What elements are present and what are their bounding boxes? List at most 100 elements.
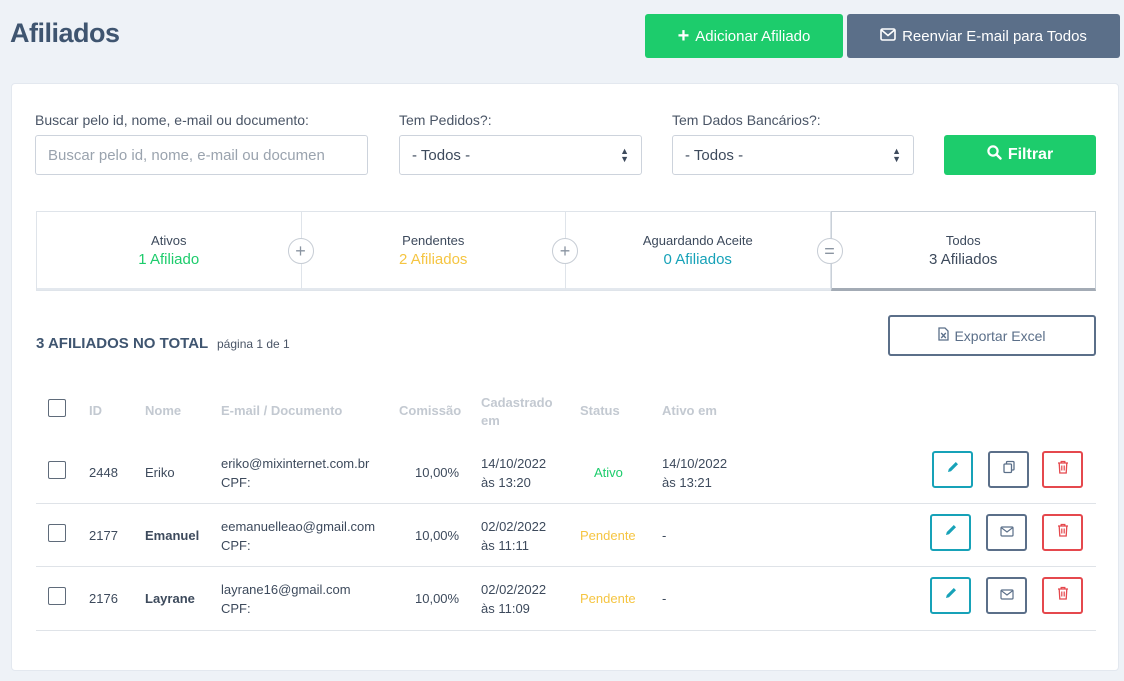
envelope-icon bbox=[880, 27, 896, 45]
stat-pendentes[interactable]: Pendentes 2 Afiliados + bbox=[301, 212, 578, 290]
row-created-date: 02/02/2022 bbox=[481, 519, 547, 534]
row-name: Layrane bbox=[145, 591, 195, 606]
status-badge: Ativo bbox=[594, 465, 623, 480]
select-all-checkbox[interactable] bbox=[48, 399, 66, 417]
excel-file-icon bbox=[938, 327, 950, 344]
status-summary: Ativos 1 Afiliado + Pendentes 2 Afiliado… bbox=[36, 211, 1096, 291]
bank-filter-value: - Todos - bbox=[685, 146, 744, 164]
row-created-date: 14/10/2022 bbox=[481, 456, 547, 471]
bank-filter-select[interactable]: - Todos - ▲ ▼ bbox=[672, 135, 914, 175]
header-commission: Comissão bbox=[399, 403, 462, 418]
trash-icon bbox=[1057, 460, 1069, 479]
page-info: página 1 de 1 bbox=[217, 337, 290, 351]
affiliates-card: Buscar pelo id, nome, e-mail ou document… bbox=[11, 83, 1119, 671]
row-checkbox[interactable] bbox=[48, 461, 66, 479]
row-id: 2448 bbox=[89, 465, 118, 480]
row-document: CPF: bbox=[221, 601, 251, 616]
row-active-at: - bbox=[662, 591, 667, 606]
export-excel-button[interactable]: Exportar Excel bbox=[888, 315, 1096, 356]
table-row: 2176 Layrane layrane16@gmail.com CPF: 10… bbox=[36, 568, 1096, 631]
pencil-icon bbox=[946, 460, 960, 479]
row-created: 14/10/2022 às 13:20 bbox=[481, 454, 546, 492]
row-checkbox[interactable] bbox=[48, 524, 66, 542]
total-count: 3 AFILIADOS NO TOTAL bbox=[36, 335, 209, 352]
row-name: Eriko bbox=[145, 465, 175, 480]
plus-icon: + bbox=[677, 25, 690, 47]
filter-button[interactable]: Filtrar bbox=[944, 135, 1096, 175]
add-affiliate-button[interactable]: + Adicionar Afiliado bbox=[645, 14, 843, 58]
row-created-time: às 11:11 bbox=[481, 538, 529, 553]
row-active-at: 14/10/2022 às 13:21 bbox=[662, 454, 727, 492]
resend-email-label: Reenviar E-mail para Todos bbox=[902, 27, 1087, 45]
edit-button[interactable] bbox=[930, 514, 971, 551]
table-row: 2177 Emanuel eemanuelleao@gmail.com CPF:… bbox=[36, 504, 1096, 567]
row-created-time: às 13:20 bbox=[481, 475, 531, 490]
row-id: 2177 bbox=[89, 528, 118, 543]
stat-label: Todos bbox=[945, 232, 981, 248]
mail-icon bbox=[999, 524, 1014, 542]
copy-button[interactable] bbox=[988, 451, 1029, 488]
resend-email-button[interactable] bbox=[986, 514, 1027, 551]
resend-email-all-button[interactable]: Reenviar E-mail para Todos bbox=[847, 14, 1120, 58]
stat-label: Pendentes bbox=[402, 232, 465, 248]
row-email-doc: eemanuelleao@gmail.com CPF: bbox=[221, 517, 375, 555]
orders-filter-value: - Todos - bbox=[412, 146, 471, 164]
row-commission: 10,00% bbox=[415, 591, 460, 606]
pencil-icon bbox=[944, 586, 958, 605]
row-email: layrane16@gmail.com bbox=[221, 582, 351, 597]
header-active-at: Ativo em bbox=[662, 403, 717, 418]
row-document: CPF: bbox=[221, 538, 251, 553]
status-badge: Pendente bbox=[580, 528, 636, 543]
header-id: ID bbox=[89, 403, 102, 418]
search-icon bbox=[987, 145, 1002, 165]
pencil-icon bbox=[944, 523, 958, 542]
row-created: 02/02/2022 às 11:11 bbox=[481, 517, 546, 555]
plus-circle-icon: + bbox=[552, 238, 578, 264]
row-created-time: às 11:09 bbox=[481, 601, 530, 616]
trash-icon bbox=[1057, 586, 1069, 605]
row-document: CPF: bbox=[221, 475, 251, 490]
delete-button[interactable] bbox=[1042, 577, 1083, 614]
select-caret-icon: ▲ ▼ bbox=[620, 146, 629, 164]
add-affiliate-label: Adicionar Afiliado bbox=[695, 27, 811, 45]
row-commission: 10,00% bbox=[415, 465, 460, 480]
header-created-line1: Cadastrado bbox=[481, 395, 553, 410]
row-email: eemanuelleao@gmail.com bbox=[221, 519, 376, 534]
row-email: eriko@mixinternet.com.br bbox=[221, 456, 370, 471]
orders-filter-select[interactable]: - Todos - ▲ ▼ bbox=[399, 135, 642, 175]
row-active-at: - bbox=[662, 528, 667, 543]
header-created: Cadastrado em bbox=[481, 394, 553, 430]
status-badge: Pendente bbox=[580, 591, 636, 606]
bank-filter-label: Tem Dados Bancários?: bbox=[672, 112, 821, 128]
stat-value: 2 Afiliados bbox=[399, 250, 468, 268]
equals-circle-icon: = bbox=[816, 238, 843, 264]
row-active-time: às 13:21 bbox=[662, 475, 712, 490]
search-label: Buscar pelo id, nome, e-mail ou document… bbox=[35, 112, 309, 128]
search-input[interactable]: Buscar pelo id, nome, e-mail ou documen bbox=[35, 135, 368, 175]
trash-icon bbox=[1057, 523, 1069, 542]
export-excel-label: Exportar Excel bbox=[954, 327, 1046, 344]
stat-todos[interactable]: Todos 3 Afiliados bbox=[830, 211, 1096, 291]
orders-filter-label: Tem Pedidos?: bbox=[399, 112, 492, 128]
stat-value: 3 Afiliados bbox=[929, 250, 998, 268]
stat-value: 1 Afiliado bbox=[138, 250, 200, 268]
mail-icon bbox=[999, 587, 1014, 605]
header-name: Nome bbox=[145, 403, 182, 418]
stat-label: Ativos bbox=[151, 232, 187, 248]
table-row: 2448 Eriko eriko@mixinternet.com.br CPF:… bbox=[36, 441, 1096, 504]
delete-button[interactable] bbox=[1042, 514, 1083, 551]
resend-email-button[interactable] bbox=[986, 577, 1027, 614]
header-email: E-mail / Documento bbox=[221, 403, 343, 418]
stat-ativos[interactable]: Ativos 1 Afiliado + bbox=[37, 212, 314, 290]
header-created-line2: em bbox=[481, 413, 500, 428]
row-active-date: 14/10/2022 bbox=[662, 456, 728, 471]
row-checkbox[interactable] bbox=[48, 587, 66, 605]
delete-button[interactable] bbox=[1042, 451, 1083, 488]
row-created-date: 02/02/2022 bbox=[481, 582, 547, 597]
edit-button[interactable] bbox=[930, 577, 971, 614]
stat-label: Aguardando Aceite bbox=[642, 232, 753, 248]
row-created: 02/02/2022 às 11:09 bbox=[481, 580, 546, 618]
row-email-doc: eriko@mixinternet.com.br CPF: bbox=[221, 454, 369, 492]
edit-button[interactable] bbox=[932, 451, 973, 488]
stat-aguardando-aceite[interactable]: Aguardando Aceite 0 Afiliados = bbox=[566, 212, 843, 290]
